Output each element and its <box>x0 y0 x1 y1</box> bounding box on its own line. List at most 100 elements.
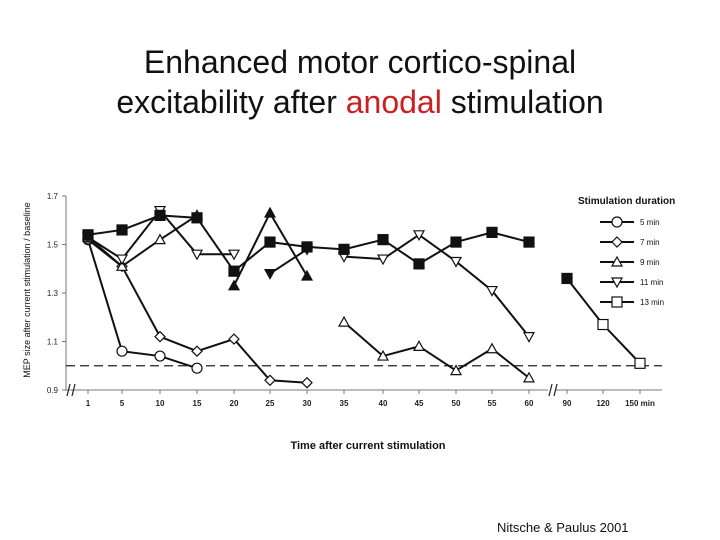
axis-break-mark <box>553 383 558 397</box>
data-point <box>154 209 166 221</box>
x-tick-label: 50 <box>452 399 461 408</box>
axis-break-mark <box>71 383 76 397</box>
data-point <box>154 330 166 343</box>
data-point <box>485 342 499 354</box>
data-point <box>522 332 536 343</box>
data-point <box>153 233 167 245</box>
legend-label: 5 min <box>640 218 660 227</box>
data-point <box>522 371 536 383</box>
series-line <box>87 239 198 370</box>
series-line <box>87 214 198 268</box>
axis-break-mark <box>548 383 553 397</box>
data-point <box>449 256 463 268</box>
citation: Nitsche & Paulus 2001 <box>497 520 629 535</box>
data-point <box>337 315 351 327</box>
title-highlight: anodal <box>345 84 442 120</box>
data-point <box>191 345 203 358</box>
series-layer <box>81 205 646 389</box>
data-point <box>228 265 240 277</box>
legend-label: 11 min <box>640 278 663 287</box>
data-point <box>449 364 463 376</box>
chart-axes: 0.91.11.31.51.71 5 10 15 20 25 30 35 40 45 50 55 60 9… <box>22 192 662 452</box>
data-point <box>190 249 204 261</box>
axis-break-mark <box>66 383 71 397</box>
legend-item: 9 min <box>600 255 660 267</box>
legend-label: 9 min <box>640 258 660 267</box>
data-point <box>485 285 499 297</box>
data-point <box>116 224 128 236</box>
x-tick-label: 25 <box>266 399 275 408</box>
title-line-2-after: stimulation <box>441 84 604 120</box>
legend-label: 13 min <box>640 298 664 307</box>
data-point <box>377 234 389 246</box>
legend-marker <box>611 236 623 248</box>
x-tick-label: 35 <box>340 399 349 408</box>
data-point <box>561 272 573 285</box>
legend-item: 11 min <box>600 277 663 289</box>
y-tick-label: 1.7 <box>47 192 59 201</box>
data-point <box>413 258 425 270</box>
x-tick-label: 5 <box>120 399 125 408</box>
y-axis-label: MEP size after current stimulation / bas… <box>22 202 32 377</box>
data-point <box>376 349 390 361</box>
data-point <box>227 249 241 261</box>
data-point <box>116 345 128 357</box>
legend-marker <box>611 216 623 228</box>
data-point <box>82 229 94 241</box>
data-point <box>634 357 646 369</box>
x-tick-label: 150 min <box>625 399 655 408</box>
data-point <box>263 206 277 218</box>
y-tick-label: 1.5 <box>47 241 59 250</box>
data-point <box>338 243 350 255</box>
data-point <box>264 236 276 248</box>
data-point <box>301 376 313 389</box>
series-9-min-filled <box>227 206 314 291</box>
series-line <box>343 233 530 338</box>
x-axis-label: Time after current stimulation <box>290 440 445 452</box>
x-tick-label: 60 <box>525 399 534 408</box>
x-tick-label: 45 <box>415 399 424 408</box>
series-line <box>343 321 530 379</box>
legend-title: Stimulation duration <box>578 196 675 207</box>
y-tick-label: 0.9 <box>47 386 59 395</box>
data-point <box>450 236 462 248</box>
title-line-2-before: excitability after <box>116 84 346 120</box>
legend-item: 7 min <box>600 236 660 248</box>
series-11-min <box>81 205 536 343</box>
legend: Stimulation duration 5 min 7 min 9 min 11 mi… <box>578 196 675 308</box>
title-line-2: excitability after anodal stimulation <box>0 82 720 122</box>
data-point <box>486 226 498 238</box>
series-13-min <box>82 209 646 369</box>
data-point <box>227 279 241 291</box>
data-point <box>300 269 314 281</box>
data-point <box>228 333 240 345</box>
data-point <box>154 350 166 362</box>
data-point <box>597 318 609 331</box>
data-point <box>523 236 535 248</box>
x-tick-label: 90 <box>563 399 572 408</box>
series-line <box>269 248 308 275</box>
x-tick-label: 15 <box>193 399 202 408</box>
data-point <box>115 254 129 266</box>
x-tick-label: 120 <box>596 399 610 408</box>
y-tick-label: 1.3 <box>47 289 59 298</box>
title-line-1: Enhanced motor cortico-spinal <box>143 44 577 80</box>
x-tick-label: 1 <box>86 399 91 408</box>
x-tick-label: 30 <box>303 399 312 408</box>
data-point <box>412 230 426 242</box>
x-tick-label: 40 <box>379 399 388 408</box>
series-11-min-filled <box>263 244 314 280</box>
data-point <box>115 260 129 271</box>
data-point <box>376 254 390 266</box>
data-point <box>412 340 426 351</box>
series-9-min <box>81 209 536 383</box>
data-point <box>191 212 203 224</box>
legend-item: 13 min <box>600 296 664 308</box>
x-tick-label: 20 <box>230 399 239 408</box>
slide-title: Enhanced motor cortico-spinal excitabili… <box>0 42 720 122</box>
data-point <box>264 374 276 387</box>
data-point <box>191 362 203 374</box>
x-tick-label: 10 <box>156 399 165 408</box>
legend-marker <box>611 296 623 308</box>
